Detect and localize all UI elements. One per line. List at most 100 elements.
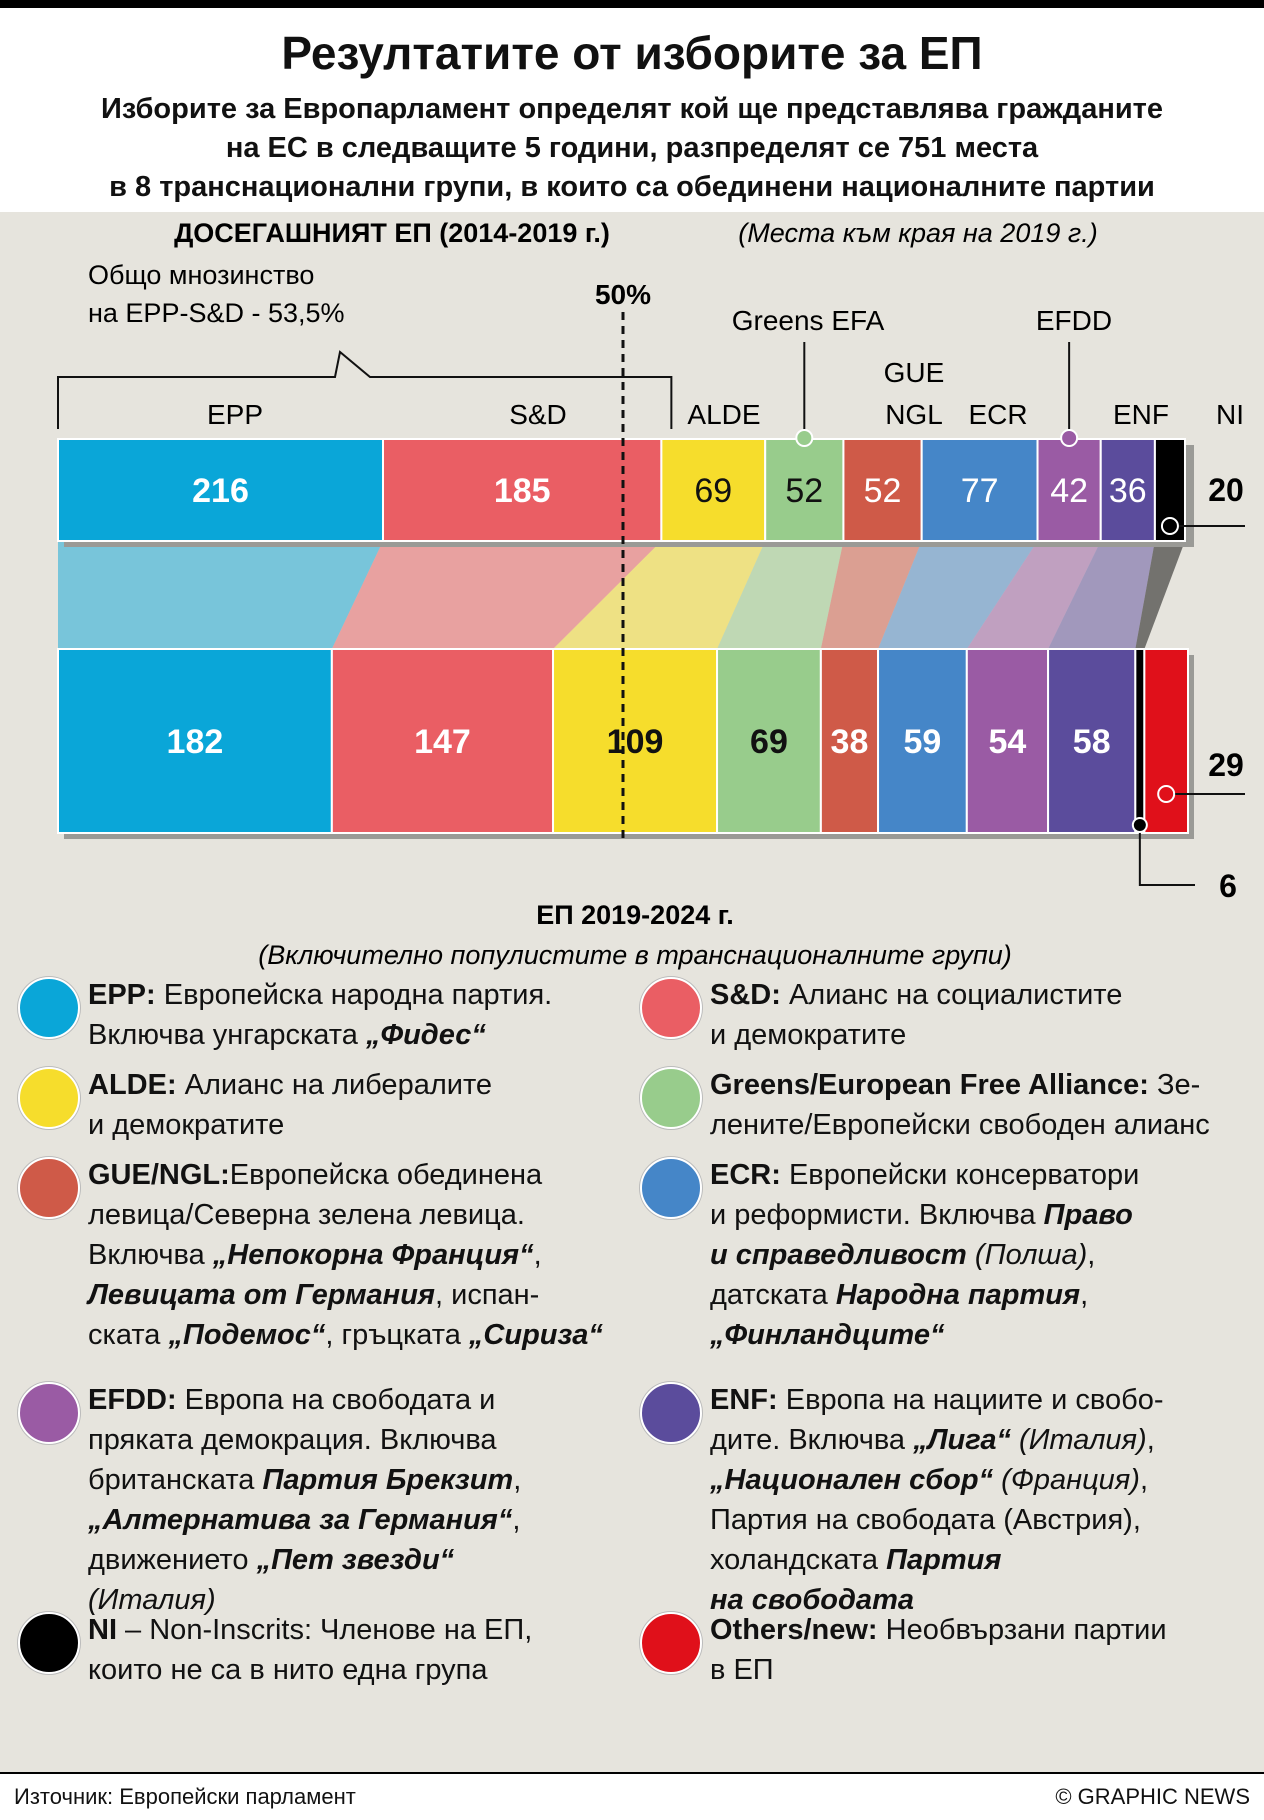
leader-dot xyxy=(1157,785,1176,803)
majority-bracket xyxy=(57,350,673,429)
bar-EPP-2014 xyxy=(57,438,385,542)
bar-GUE-2014 xyxy=(842,438,923,542)
ribbon xyxy=(820,541,922,649)
group-label-Greens: Greens EFA xyxy=(732,305,885,336)
legend-swatch-ALDE xyxy=(18,1067,80,1129)
ribbon xyxy=(966,541,1101,649)
bar-ENF-2019 xyxy=(1047,648,1137,834)
leader-dot xyxy=(1060,429,1079,447)
value-label-EFDD-2014: 42 xyxy=(1050,472,1088,510)
legend-swatch-ENF xyxy=(640,1382,702,1444)
page-title: Резултатите от изборите за ЕП xyxy=(281,27,983,79)
ribbon xyxy=(331,541,662,649)
ribbon xyxy=(58,541,384,649)
group-label-SD: S&D xyxy=(509,399,567,430)
bar-NI-2019 xyxy=(1134,648,1146,834)
previous-title: ДОСЕГАШНИЯТ ЕП (2014-2019 г.) xyxy=(174,218,610,248)
group-label-EFDD: EFDD xyxy=(1036,305,1112,336)
subtitle-line: в 8 транснационални групи, в които са об… xyxy=(109,171,1155,203)
ribbon xyxy=(878,541,1038,649)
legend-text-ECR: ECR: Европейски консерватори и реформисти… xyxy=(710,1159,1140,1351)
legend-text-EFDD: EFDD: Европа на свободата и пряката демок… xyxy=(88,1384,522,1616)
majority-line-label: 50% xyxy=(595,279,651,310)
legend-text-NI: NI – Non-Inscrits: Членове на ЕП, които н… xyxy=(88,1614,533,1686)
bar-EFDD-2019 xyxy=(965,648,1050,834)
source-note: Източник: Европейски парламент xyxy=(14,1784,356,1809)
leader-dot xyxy=(1131,817,1148,833)
legend-text-ENF: ENF: Европа на нациите и свобо-дите. Вкл… xyxy=(710,1384,1164,1616)
bar-SD-2019 xyxy=(330,648,555,834)
legend-text-EPP: EPP: Европейска народна партия. Включва у… xyxy=(88,979,553,1051)
value-label-GUE-2019: 38 xyxy=(831,723,869,761)
subtitle-line: на ЕС в следващите 5 години, разпределят… xyxy=(225,132,1039,164)
bar-ENF-2014 xyxy=(1099,438,1156,542)
leader-dot xyxy=(795,429,814,447)
value-label-GUE-2014: 52 xyxy=(864,472,902,510)
current-title: ЕП 2019-2024 г. xyxy=(536,900,734,930)
value-label-Greens-2019: 69 xyxy=(750,723,788,761)
value-label-ECR-2014: 77 xyxy=(961,472,999,510)
header: Резултатите от изборите за ЕП Изборите з… xyxy=(0,8,1264,212)
legend-text-Others: Others/new: Необвързани партии в ЕП xyxy=(710,1614,1167,1686)
legend-text-ALDE: ALDE: Алианс на либералите и демократите xyxy=(88,1069,493,1141)
value-label-EPP-2019: 182 xyxy=(167,723,224,761)
legend-swatch-EFDD xyxy=(18,1382,80,1444)
footer: Източник: Европейски парламент © GRAPHIC… xyxy=(0,1772,1264,1820)
value-label-Greens-2014: 52 xyxy=(785,472,823,510)
bar-Others-2019 xyxy=(1143,648,1190,834)
leader-line xyxy=(1138,825,1195,886)
value-label-EFDD-2019: 54 xyxy=(989,723,1027,761)
value-label-Others-2019: 29 xyxy=(1208,747,1244,783)
group-label-ENF: ENF xyxy=(1113,399,1169,430)
value-label-NI-2019: 6 xyxy=(1219,868,1237,904)
legend-swatch-ECR xyxy=(640,1157,702,1219)
page-subtitle: Изборите за Европарламент определят кой … xyxy=(0,90,1264,207)
subtitle-line: Изборите за Европарламент определят кой … xyxy=(100,93,1163,125)
majority-note: на EPP-S&D - 53,5% xyxy=(88,298,345,328)
ribbon xyxy=(553,541,766,649)
value-label-ECR-2019: 59 xyxy=(904,723,942,761)
value-label-ENF-2019: 58 xyxy=(1073,723,1111,761)
current-note: (Включително популистите в транснационал… xyxy=(258,940,1011,970)
legend: EPP: Европейска народна партия. Включва у… xyxy=(0,975,1264,1765)
bar-ECR-2019 xyxy=(877,648,968,834)
legend-swatch-EPP xyxy=(18,977,80,1039)
bar-EPP-2019 xyxy=(57,648,333,834)
bar-Greens-2019 xyxy=(716,648,822,834)
bar-Greens-2014 xyxy=(764,438,845,542)
seat-chart: ДОСЕГАШНИЯТ ЕП (2014-2019 г.) (Места към … xyxy=(57,218,1245,970)
value-label-ENF-2014: 36 xyxy=(1109,472,1147,510)
leader-dot xyxy=(1160,517,1179,535)
value-label-SD-2014: 185 xyxy=(494,472,551,510)
bar-GUE-2019 xyxy=(819,648,880,834)
value-label-SD-2019: 147 xyxy=(414,723,471,761)
top-border xyxy=(0,0,1264,8)
majority-note: Общо мнозинство xyxy=(88,260,314,290)
value-label-ALDE-2019: 109 xyxy=(607,723,664,761)
legend-swatch-Greens xyxy=(640,1067,702,1129)
bar-ECR-2014 xyxy=(920,438,1039,542)
value-label-ALDE-2014: 69 xyxy=(694,472,732,510)
previous-note: (Места към края на 2019 г.) xyxy=(738,218,1097,248)
group-label-ECR: ECR xyxy=(968,399,1027,430)
credit-note: © GRAPHIC NEWS xyxy=(1055,1784,1250,1809)
ribbon xyxy=(717,541,844,649)
bar-ALDE-2014 xyxy=(660,438,767,542)
legend-swatch-SD xyxy=(640,977,702,1039)
group-label-EPP: EPP xyxy=(207,399,263,430)
value-label-EPP-2014: 216 xyxy=(192,472,249,510)
legend-swatch-Others xyxy=(640,1612,702,1674)
group-label-NI: NI xyxy=(1216,399,1244,430)
group-label-ALDE: ALDE xyxy=(687,399,760,430)
group-label-GUE: NGL xyxy=(885,399,943,430)
legend-swatch-GUE xyxy=(18,1157,80,1219)
legend-text-GUE: GUE/NGL:Европейска обединена левица/Север… xyxy=(88,1159,603,1351)
value-label-NI-2014: 20 xyxy=(1208,472,1244,508)
legend-text-SD: S&D: Алианс на социалистите и демократите xyxy=(710,979,1123,1051)
bar-SD-2014 xyxy=(382,438,663,542)
legend-text-Greens: Greens/European Free Alliance: Зе-лените… xyxy=(710,1069,1210,1141)
ribbon xyxy=(1048,541,1155,649)
bar-ALDE-2019 xyxy=(552,648,719,834)
group-label-GUE: GUE xyxy=(884,357,945,388)
legend-swatch-NI xyxy=(18,1612,80,1674)
